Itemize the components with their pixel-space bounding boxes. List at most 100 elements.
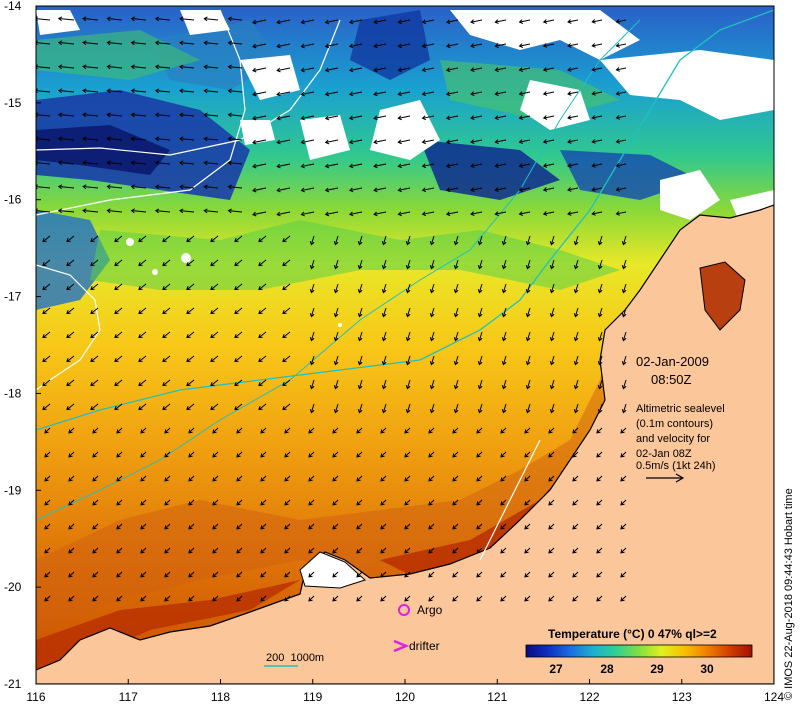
velocity-arrow	[549, 379, 555, 390]
velocity-arrow	[452, 571, 459, 578]
velocity-arrow	[476, 523, 483, 530]
velocity-arrow	[42, 379, 51, 387]
velocity-arrow	[373, 43, 387, 49]
velocity-arrow	[421, 43, 435, 49]
velocity-arrow	[106, 64, 123, 70]
velocity-arrow	[445, 187, 459, 193]
velocity-arrow	[549, 403, 555, 414]
colorbar-title: Temperature (°C) 0 47% ql>=2	[548, 627, 717, 641]
velocity-arrow	[116, 595, 123, 602]
velocity-arrow	[380, 499, 387, 506]
velocity-arrow	[138, 403, 147, 411]
velocity-arrow	[548, 547, 555, 554]
velocity-arrow	[573, 259, 579, 270]
velocity-arrow	[596, 499, 603, 506]
velocity-arrow	[179, 160, 195, 166]
velocity-arrow	[470, 211, 483, 217]
velocity-arrow	[234, 379, 243, 387]
velocity-arrow	[309, 403, 315, 414]
velocity-arrow	[421, 187, 435, 193]
velocity-arrow	[429, 283, 435, 294]
colorbar-tick-label: 30	[700, 662, 714, 676]
velocity-arrow	[620, 499, 627, 506]
velocity-arrow	[227, 208, 243, 214]
velocity-arrow	[154, 88, 171, 94]
velocity-arrow	[333, 379, 339, 390]
velocity-arrow	[130, 64, 147, 70]
velocity-arrow	[188, 571, 195, 578]
velocity-arrow	[621, 259, 627, 270]
velocity-arrow	[227, 136, 243, 142]
velocity-arrow	[567, 19, 579, 24]
x-tick-label: 121	[487, 690, 507, 704]
velocity-arrow	[356, 595, 363, 602]
velocity-arrow	[308, 547, 315, 554]
x-tick-label: 119	[303, 690, 322, 704]
velocity-arrow	[332, 523, 339, 530]
velocity-arrow	[470, 91, 483, 97]
velocity-arrow	[573, 307, 579, 318]
velocity-arrow	[373, 67, 387, 73]
velocity-arrow	[500, 523, 507, 530]
x-tick-label: 117	[119, 690, 138, 704]
velocity-arrow	[44, 547, 51, 554]
velocity-arrow	[130, 16, 147, 22]
velocity-arrow	[309, 355, 315, 366]
velocity-arrow	[258, 403, 267, 411]
velocity-arrow	[300, 19, 315, 25]
velocity-arrow	[203, 16, 219, 22]
velocity-arrow	[452, 595, 459, 602]
velocity-arrow	[42, 355, 51, 363]
velocity-arrow	[188, 475, 195, 482]
drifter-label: drifter	[409, 639, 440, 653]
velocity-arrow	[284, 523, 291, 530]
velocity-arrow	[542, 211, 555, 216]
velocity-arrow	[397, 67, 411, 73]
velocity-arrow	[591, 19, 603, 24]
velocity-scale-arrow	[646, 473, 685, 483]
velocity-arrow	[332, 427, 339, 434]
velocity-arrow	[114, 307, 123, 315]
velocity-arrow	[57, 112, 75, 118]
velocity-arrow	[567, 163, 579, 168]
velocity-arrow	[260, 523, 267, 530]
velocity-arrow	[596, 595, 603, 602]
velocity-arrow	[234, 403, 243, 411]
velocity-arrow	[567, 91, 579, 96]
velocity-arrow	[234, 355, 243, 363]
velocity-arrow	[524, 595, 531, 602]
velocity-arrow	[92, 547, 99, 554]
velocity-arrow	[591, 115, 603, 120]
velocity-arrow	[445, 211, 459, 217]
velocity-arrow	[68, 595, 75, 602]
velocity-arrow	[188, 451, 195, 458]
cold-water-patches	[36, 10, 700, 310]
velocity-arrow	[405, 355, 411, 366]
velocity-arrow	[252, 163, 267, 169]
velocity-arrow	[179, 40, 195, 46]
velocity-arrow	[567, 43, 579, 48]
velocity-arrow	[525, 259, 531, 270]
argo-icon	[398, 604, 410, 616]
isobath-200m	[36, 9, 774, 431]
velocity-arrow	[57, 136, 75, 142]
velocity-arrow	[429, 307, 435, 318]
velocity-arrow	[309, 307, 315, 318]
velocity-arrow	[573, 355, 579, 366]
velocity-arrow	[596, 547, 603, 554]
velocity-arrow	[252, 211, 267, 217]
velocity-arrow	[476, 571, 483, 578]
velocity-arrow	[356, 427, 363, 434]
velocity-arrow	[212, 595, 219, 602]
velocity-arrow	[308, 427, 315, 434]
velocity-arrow	[66, 403, 75, 411]
velocity-arrow	[282, 379, 291, 387]
velocity-arrow	[116, 499, 123, 506]
velocity-arrow	[572, 499, 579, 506]
velocity-arrow	[477, 283, 483, 294]
velocity-arrow	[591, 163, 603, 168]
y-tick-label: -19	[4, 483, 22, 497]
velocity-arrow	[42, 235, 51, 243]
velocity-arrow	[572, 547, 579, 554]
velocity-arrow	[333, 283, 339, 294]
